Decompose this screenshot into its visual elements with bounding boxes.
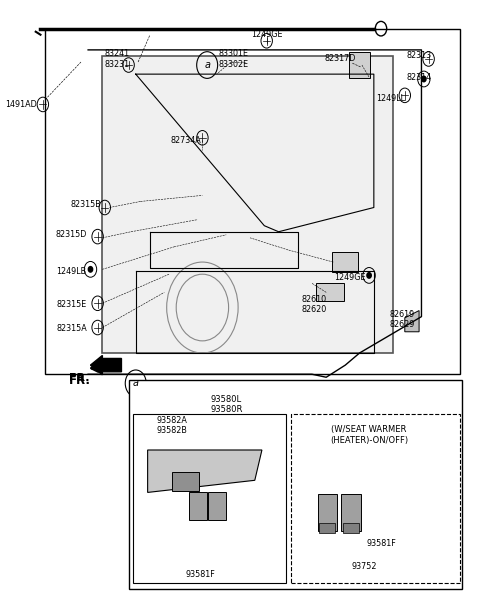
- Text: (W/SEAT WARMER
(HEATER)-ON/OFF): (W/SEAT WARMER (HEATER)-ON/OFF): [330, 425, 408, 445]
- Text: 82314: 82314: [407, 72, 432, 82]
- Text: 93582A
93582B: 93582A 93582B: [156, 416, 187, 435]
- FancyBboxPatch shape: [341, 494, 361, 530]
- FancyBboxPatch shape: [316, 283, 344, 301]
- Text: 93581F: 93581F: [185, 570, 215, 579]
- Text: 93580L
93580R: 93580L 93580R: [210, 395, 242, 414]
- FancyBboxPatch shape: [133, 414, 286, 583]
- Polygon shape: [102, 56, 393, 353]
- Text: 82317D: 82317D: [325, 54, 356, 63]
- FancyArrow shape: [91, 356, 121, 375]
- Circle shape: [367, 273, 371, 278]
- Text: 83241
83231: 83241 83231: [104, 49, 129, 69]
- Text: a: a: [204, 60, 210, 70]
- FancyBboxPatch shape: [208, 492, 226, 519]
- FancyBboxPatch shape: [172, 473, 199, 491]
- Polygon shape: [405, 311, 419, 332]
- Text: a: a: [133, 378, 139, 389]
- Text: 1491AD: 1491AD: [6, 100, 37, 109]
- Text: 82315B: 82315B: [71, 200, 101, 209]
- Text: 1249LB: 1249LB: [56, 267, 86, 276]
- Text: 1249GE: 1249GE: [251, 30, 282, 39]
- Text: 83301E
83302E: 83301E 83302E: [218, 49, 249, 69]
- FancyBboxPatch shape: [349, 52, 370, 79]
- Text: 1249GE: 1249GE: [334, 273, 366, 282]
- Text: 1249LL: 1249LL: [376, 94, 405, 103]
- FancyBboxPatch shape: [45, 29, 459, 374]
- Text: 82315A: 82315A: [56, 324, 87, 333]
- FancyBboxPatch shape: [318, 494, 337, 530]
- Text: 82619
82629: 82619 82629: [390, 310, 415, 329]
- Text: 93581F: 93581F: [366, 540, 396, 549]
- FancyBboxPatch shape: [343, 523, 359, 533]
- Text: 82734A: 82734A: [170, 136, 201, 146]
- Circle shape: [88, 267, 93, 272]
- FancyBboxPatch shape: [290, 414, 459, 583]
- Text: 82315D: 82315D: [56, 230, 87, 239]
- Text: 82610
82620: 82610 82620: [302, 295, 327, 314]
- Polygon shape: [148, 450, 262, 493]
- FancyBboxPatch shape: [129, 380, 462, 590]
- FancyBboxPatch shape: [189, 492, 207, 519]
- Text: FR.: FR.: [69, 374, 91, 387]
- Text: FR.: FR.: [69, 373, 90, 383]
- FancyBboxPatch shape: [333, 252, 358, 272]
- Text: 82313: 82313: [407, 51, 432, 60]
- Text: 82315E: 82315E: [56, 300, 86, 309]
- FancyBboxPatch shape: [319, 523, 335, 533]
- Text: 93752: 93752: [351, 562, 377, 571]
- Circle shape: [421, 76, 426, 82]
